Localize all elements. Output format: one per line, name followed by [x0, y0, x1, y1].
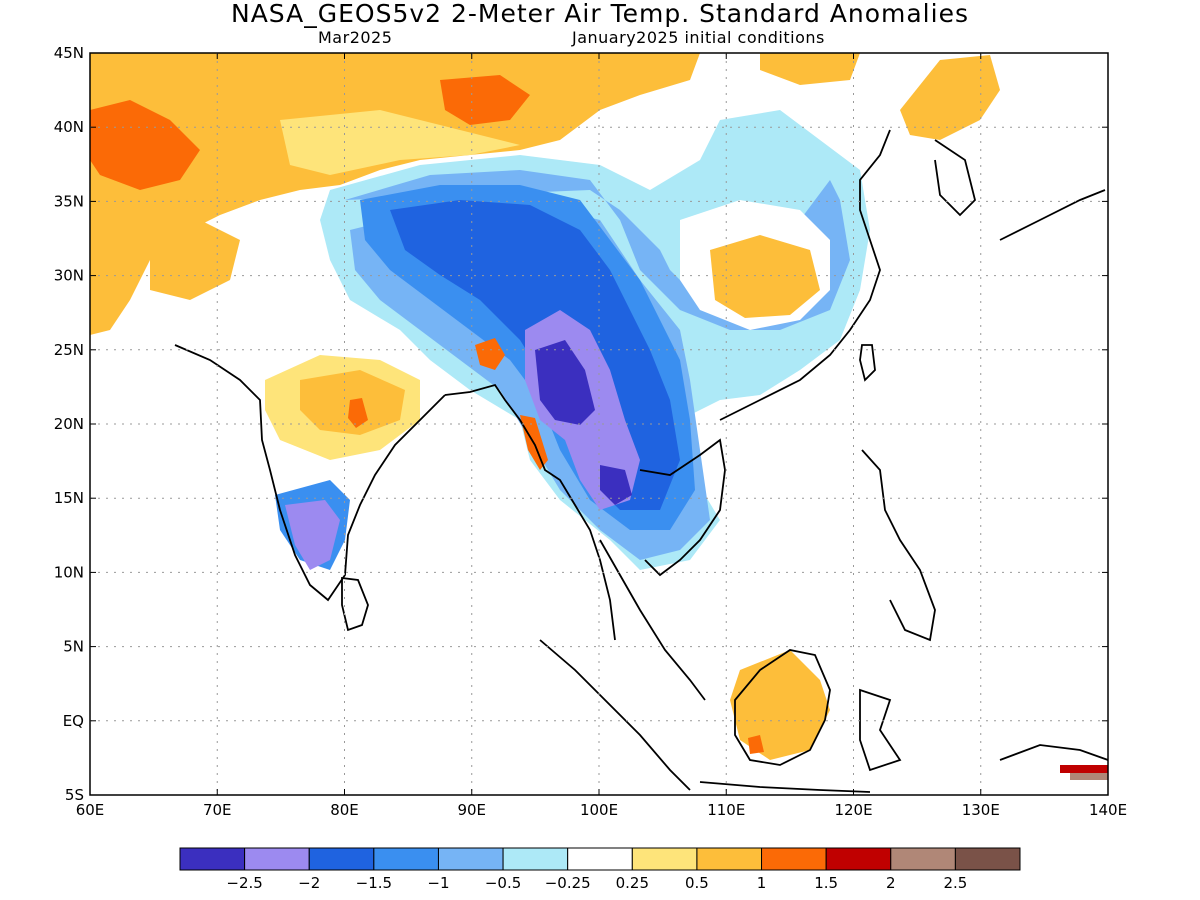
- lat-tick-label: 25N: [54, 341, 84, 359]
- colorbar-swatch: [696, 847, 763, 871]
- warm-anomaly-borneo: [730, 650, 830, 760]
- sri-lanka-coastline: [341, 576, 369, 632]
- lon-tick-label: 120E: [834, 801, 872, 819]
- cool-anomaly-laos: [600, 465, 632, 505]
- korea-coastline: [934, 139, 976, 217]
- malay-peninsula-coast: [599, 539, 706, 701]
- initial-conditions: January2025 initial conditions: [572, 28, 825, 47]
- lat-tick-label: 5S: [65, 786, 84, 804]
- gridlines: [90, 53, 1108, 795]
- lat-tick-label: 15N: [54, 489, 84, 507]
- lon-tick-label: 60E: [76, 801, 105, 819]
- longitude-labels: 60E 70E 80E 90E 100E 110E 120E 130E 140E: [76, 801, 1127, 819]
- colorbar-label: 2.5: [943, 874, 967, 892]
- strong-warm-new-guinea: [1060, 765, 1108, 773]
- warm-anomaly-north: [90, 53, 700, 335]
- strong-warm-mongolia: [440, 75, 530, 125]
- india-coastline: [174, 344, 446, 602]
- lat-tick-label: 45N: [54, 44, 84, 62]
- borneo-coastline: [734, 649, 831, 766]
- bay-bengal-coast: [444, 383, 616, 641]
- colorbar-label: −0.5: [485, 874, 521, 892]
- colorbar-label: 2: [886, 874, 896, 892]
- chart-title: NASA_GEOS5v2 2-Meter Air Temp. Standard …: [231, 0, 969, 28]
- colorbar-swatch: [890, 847, 956, 871]
- indochina-coast: [639, 438, 726, 577]
- colorbar-label: 1: [757, 874, 767, 892]
- colorbar-label: −0.25: [545, 874, 591, 892]
- colorbar-swatch: [954, 847, 1021, 871]
- java-coastline: [699, 781, 871, 793]
- colorbar-label: 0.25: [616, 874, 649, 892]
- lat-tick-label: 35N: [54, 192, 84, 210]
- lon-tick-label: 100E: [580, 801, 618, 819]
- strong-warm-bangladesh: [475, 338, 505, 370]
- lon-tick-label: 140E: [1089, 801, 1127, 819]
- lon-tick-label: 70E: [203, 801, 232, 819]
- colorbar-label: −2.5: [226, 874, 262, 892]
- strong-warm-india: [348, 398, 368, 428]
- tick-marks: [89, 52, 1109, 796]
- colorbar-label: −2: [298, 874, 320, 892]
- colorbar-label: 0.5: [685, 874, 709, 892]
- colorbar-swatch: [761, 847, 827, 871]
- taiwan-coastline: [859, 344, 876, 382]
- colorbar: [179, 847, 1021, 871]
- colorbar-swatch: [631, 847, 698, 871]
- colorbar-swatch: [373, 847, 439, 871]
- lat-tick-label: 5N: [63, 638, 84, 656]
- lon-tick-label: 130E: [962, 801, 1000, 819]
- sumatra-coastline: [539, 639, 691, 791]
- sulawesi-coastline: [859, 688, 902, 772]
- lon-tick-label: 90E: [457, 801, 486, 819]
- strong-warm-west: [90, 100, 200, 190]
- colorbar-swatch: [502, 847, 569, 871]
- lat-tick-label: 40N: [54, 118, 84, 136]
- coastlines: [174, 129, 1108, 793]
- warm-anomaly-korea: [900, 55, 1000, 140]
- colorbar-swatch: [825, 847, 892, 871]
- japan-coastline: [999, 189, 1106, 241]
- lon-tick-label: 110E: [707, 801, 745, 819]
- light-warm-north: [280, 110, 520, 175]
- lat-tick-label: EQ: [63, 712, 84, 730]
- new-guinea-coastline: [999, 744, 1108, 761]
- colorbar-swatch: [179, 847, 246, 871]
- colorbar-label: −1.5: [356, 874, 392, 892]
- forecast-month: Mar2025: [318, 28, 393, 47]
- latitude-labels: 45N 40N 35N 30N 25N 20N 15N 10N 5N EQ 5S: [54, 44, 84, 804]
- lat-tick-label: 10N: [54, 563, 84, 581]
- colorbar-swatch: [308, 847, 375, 871]
- lat-tick-label: 20N: [54, 415, 84, 433]
- china-coastline: [719, 129, 891, 421]
- lon-tick-label: 80E: [330, 801, 359, 819]
- strong-warm-borneo: [748, 735, 764, 754]
- philippines-coastline: [861, 449, 936, 642]
- colorbar-swatch: [244, 847, 310, 871]
- colorbar-swatch: [437, 847, 504, 871]
- cool-anomaly-south-india-core: [285, 500, 340, 570]
- colorbar-label: −1: [427, 874, 449, 892]
- warm-anomaly-china-inner: [710, 235, 820, 318]
- cool-anomaly-extreme-core: [535, 340, 595, 425]
- colorbar-label: 1.5: [814, 874, 838, 892]
- lat-tick-label: 30N: [54, 267, 84, 285]
- colorbar-swatch: [567, 847, 633, 871]
- brown-anomaly-new-guinea: [1070, 773, 1108, 780]
- map-field: [90, 53, 1108, 780]
- warm-anomaly-northeast: [760, 53, 860, 85]
- colorbar-labels: −2.5 −2 −1.5 −1 −0.5 −0.25 0.25 0.5 1 1.5 2 2.5: [226, 874, 967, 892]
- warm-anomaly-nw-india: [150, 220, 240, 300]
